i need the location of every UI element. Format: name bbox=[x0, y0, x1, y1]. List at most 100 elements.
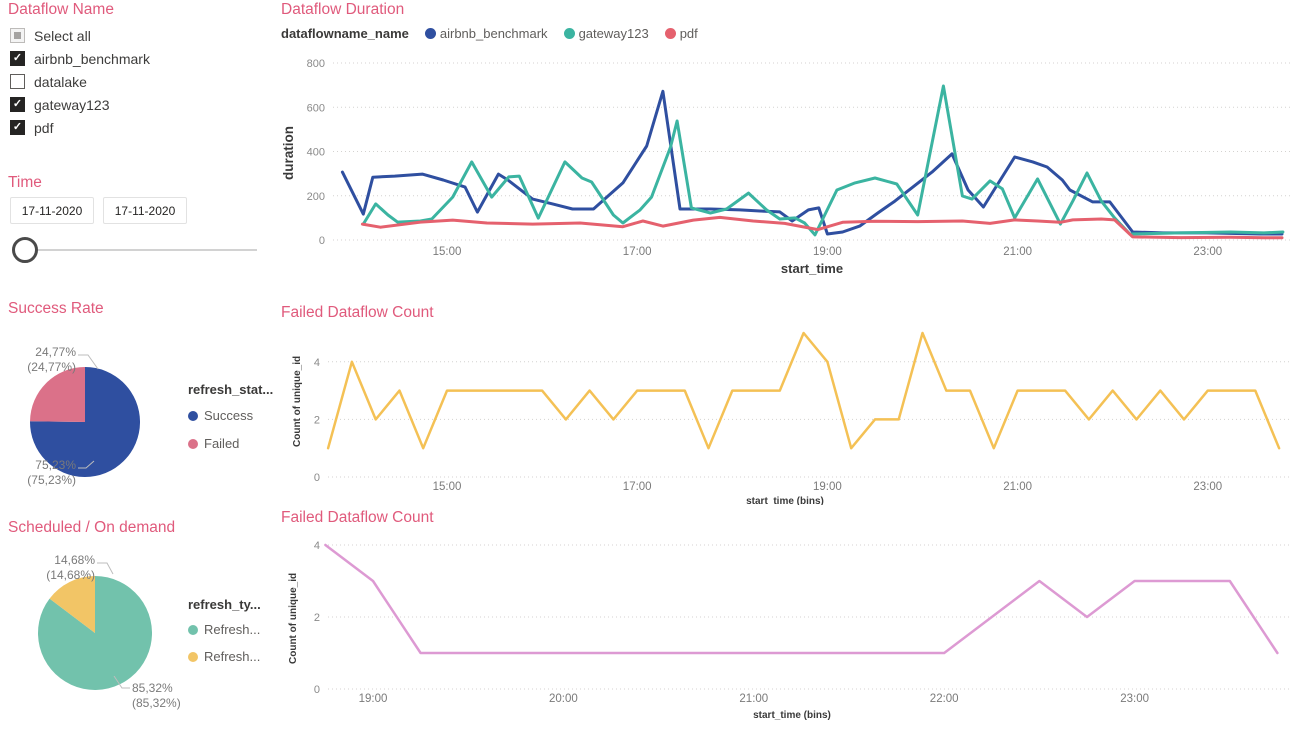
legend-label: airbnb_benchmark bbox=[439, 26, 548, 41]
y-tick-label: 0 bbox=[314, 472, 320, 484]
legend-label: Failed bbox=[204, 436, 240, 451]
y-tick-label: 0 bbox=[314, 684, 320, 696]
failed-count-title-2: Failed Dataflow Count bbox=[281, 509, 434, 526]
legend-item-gateway123[interactable]: gateway123 bbox=[563, 26, 649, 41]
x-tick-label: 22:00 bbox=[930, 693, 959, 705]
x-tick-label: 19:00 bbox=[813, 246, 842, 258]
callout-line bbox=[78, 354, 99, 370]
legend-item-refresh-scheduled[interactable]: Refresh... bbox=[188, 622, 260, 637]
x-axis-label: start_time bbox=[781, 261, 843, 276]
dataflow-duration-title: Dataflow Duration bbox=[281, 1, 405, 18]
x-axis-label: start_time (bins) bbox=[753, 710, 831, 721]
dataflow-filter-list: Select all airbnb_benchmark datalake gatewa… bbox=[10, 24, 150, 139]
y-tick-label: 0 bbox=[319, 235, 325, 247]
gateway123-dot bbox=[563, 28, 575, 39]
legend-item-failed[interactable]: Failed bbox=[188, 436, 239, 451]
duration-y-axis-label: duration bbox=[281, 126, 296, 180]
refresh-scheduled-dot bbox=[188, 624, 198, 635]
x-tick-label: 15:00 bbox=[433, 481, 462, 493]
success-legend-title: refresh_stat... bbox=[188, 382, 274, 397]
failed-count-title-1: Failed Dataflow Count bbox=[281, 304, 434, 321]
y-tick-label: 200 bbox=[307, 191, 325, 203]
y-tick-label: 2 bbox=[314, 612, 320, 624]
x-tick-label: 21:00 bbox=[1003, 481, 1032, 493]
time-title: Time bbox=[8, 174, 42, 191]
filter-row-airbnb-benchmark[interactable]: airbnb_benchmark bbox=[10, 47, 150, 70]
y-tick-label: 800 bbox=[307, 58, 325, 70]
series-line-Count-of-unique-id[interactable] bbox=[326, 331, 1281, 450]
pie-slice-Refresh-[interactable] bbox=[38, 576, 152, 690]
legend-label: Refresh... bbox=[204, 622, 261, 637]
scheduled-pie[interactable] bbox=[38, 576, 152, 690]
filter-row-pdf[interactable]: pdf bbox=[10, 116, 150, 139]
legend-item-airbnb[interactable]: airbnb_benchmark bbox=[424, 26, 548, 41]
success-dot bbox=[188, 410, 198, 421]
failed2-y-axis-label: Count of unique_id bbox=[288, 572, 299, 664]
duration-legend: dataflowname_name airbnb_benchmark gatew… bbox=[281, 26, 698, 41]
date-from-input[interactable]: 17-11-2020 bbox=[10, 197, 94, 224]
time-slider-handle[interactable] bbox=[12, 237, 38, 263]
filter-row-datalake[interactable]: datalake bbox=[10, 70, 150, 93]
callout-line bbox=[113, 676, 130, 689]
x-tick-label: 23:00 bbox=[1193, 481, 1222, 493]
x-tick-label: 19:00 bbox=[359, 693, 388, 705]
dataflow-name-title: Dataflow Name bbox=[8, 1, 114, 18]
checkbox-checked[interactable] bbox=[10, 120, 25, 135]
legend-label: Success bbox=[204, 408, 254, 423]
series-line-gateway123[interactable] bbox=[361, 84, 1285, 237]
filter-row-select-all[interactable]: Select all bbox=[10, 24, 150, 47]
checkbox-label: datalake bbox=[34, 73, 87, 90]
date-to-input[interactable]: 17-11-2020 bbox=[103, 197, 187, 224]
x-tick-label: 17:00 bbox=[623, 246, 652, 258]
legend-label: Refresh... bbox=[204, 649, 261, 664]
checkbox-checked[interactable] bbox=[10, 97, 25, 112]
series-line-airbnb-benchmark[interactable] bbox=[340, 89, 1284, 236]
checkbox-label: gateway123 bbox=[34, 96, 110, 113]
failed-count-chart-2[interactable]: 0 2 4 19:00 20:00 21:00 22:00 23:00 start_time (… bbox=[300, 530, 1292, 729]
duration-line-chart[interactable]: 0 200 400 600 800 15:00 17:00 19:00 21:00 23:00 st… bbox=[300, 55, 1292, 285]
pdf-dot bbox=[664, 28, 676, 39]
legend-label: gateway123 bbox=[578, 26, 649, 41]
time-slider-track[interactable] bbox=[16, 249, 257, 251]
x-tick-label: 19:00 bbox=[813, 481, 842, 493]
pie-label-ondemand: 14,68% (14,68%) bbox=[46, 553, 95, 582]
series-line-Count-of-unique-id[interactable] bbox=[324, 543, 1279, 655]
pie-label-success: 75,23% (75,23%) bbox=[27, 458, 76, 487]
callout-line bbox=[78, 460, 95, 469]
x-tick-label: 23:00 bbox=[1193, 246, 1222, 258]
filter-row-gateway123[interactable]: gateway123 bbox=[10, 93, 150, 116]
checkbox-checked[interactable] bbox=[10, 51, 25, 66]
failed-dot bbox=[188, 438, 198, 449]
airbnb-dot bbox=[424, 28, 436, 39]
checkbox-label: Select all bbox=[34, 27, 91, 44]
success-rate-pie[interactable] bbox=[30, 367, 140, 477]
series-line-pdf[interactable] bbox=[360, 215, 1284, 240]
y-tick-label: 600 bbox=[307, 102, 325, 114]
y-tick-label: 2 bbox=[314, 414, 320, 426]
checkbox-unchecked[interactable] bbox=[10, 74, 25, 89]
legend-item-success[interactable]: Success bbox=[188, 408, 253, 423]
legend-item-refresh-ondemand[interactable]: Refresh... bbox=[188, 649, 260, 664]
pie-slice-Refresh-[interactable] bbox=[49, 576, 95, 633]
checkbox-partial[interactable] bbox=[10, 28, 25, 43]
x-tick-label: 15:00 bbox=[433, 246, 462, 258]
y-tick-label: 400 bbox=[307, 147, 325, 159]
pie-slice-Failed[interactable] bbox=[30, 367, 85, 422]
legend-item-pdf[interactable]: pdf bbox=[664, 26, 698, 41]
x-tick-label: 21:00 bbox=[1003, 246, 1032, 258]
checkbox-label: airbnb_benchmark bbox=[34, 50, 150, 67]
pie-label-failed: 24,77% (24,77%) bbox=[27, 345, 76, 374]
checkbox-label: pdf bbox=[34, 119, 54, 136]
y-tick-label: 4 bbox=[314, 540, 320, 552]
success-rate-title: Success Rate bbox=[8, 300, 104, 317]
schedule-legend-title: refresh_ty... bbox=[188, 597, 261, 612]
callout-line bbox=[97, 562, 114, 575]
x-tick-label: 21:00 bbox=[739, 693, 768, 705]
duration-legend-title: dataflowname_name bbox=[281, 26, 409, 41]
pie-slice-Success[interactable] bbox=[30, 367, 140, 477]
failed-count-chart-1[interactable]: 0 2 4 15:00 17:00 19:00 21:00 23:00 start_time (… bbox=[300, 325, 1292, 505]
refresh-ondemand-dot bbox=[188, 651, 198, 662]
x-axis-label: start_time (bins) bbox=[746, 496, 824, 505]
scheduled-title: Scheduled / On demand bbox=[8, 519, 176, 536]
legend-label: pdf bbox=[679, 26, 698, 41]
